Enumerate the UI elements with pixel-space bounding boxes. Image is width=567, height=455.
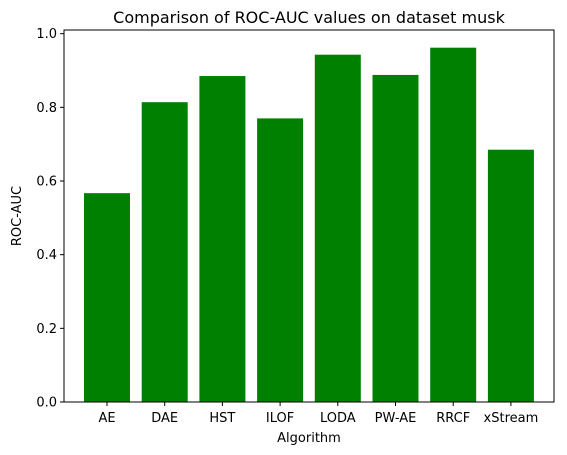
y-tick-label: 0.4	[36, 248, 57, 263]
x-tick-label: HST	[209, 411, 235, 426]
bar-xstream	[487, 149, 534, 402]
x-axis-label: Algorithm	[277, 431, 341, 446]
y-axis-label: ROC-AUC	[10, 186, 25, 246]
bar-dae	[141, 102, 188, 403]
bar-loda	[314, 54, 361, 403]
bar-ilof	[257, 118, 304, 402]
y-axis-ticks: 0.0 0.2 0.4 0.6 0.8 1.0	[36, 27, 64, 411]
bar-hst	[199, 76, 246, 402]
y-tick-label: 0.6	[36, 175, 57, 190]
bar-ae	[84, 193, 130, 402]
x-tick-label: PW-AE	[375, 411, 417, 426]
x-tick-label: RRCF	[436, 411, 470, 426]
bars-group	[84, 47, 534, 403]
y-tick-label: 0.2	[36, 322, 57, 337]
x-tick-label: DAE	[151, 411, 178, 426]
y-tick-label: 1.0	[36, 27, 57, 42]
plot-area-frame	[63, 29, 555, 403]
bar-rrcf	[430, 47, 477, 403]
y-tick-label: 0.0	[36, 396, 57, 411]
x-axis-ticks: AE DAE HST ILOF LODA PW-AE RRCF xStream	[98, 402, 538, 426]
chart-title: Comparison of ROC-AUC values on dataset …	[113, 8, 505, 27]
bar-pw-ae	[372, 74, 419, 402]
x-tick-label: ILOF	[266, 411, 294, 426]
x-tick-label: xStream	[484, 411, 539, 426]
y-tick-label: 0.8	[36, 101, 57, 116]
x-tick-label: LODA	[320, 411, 356, 426]
x-tick-label: AE	[98, 411, 115, 426]
